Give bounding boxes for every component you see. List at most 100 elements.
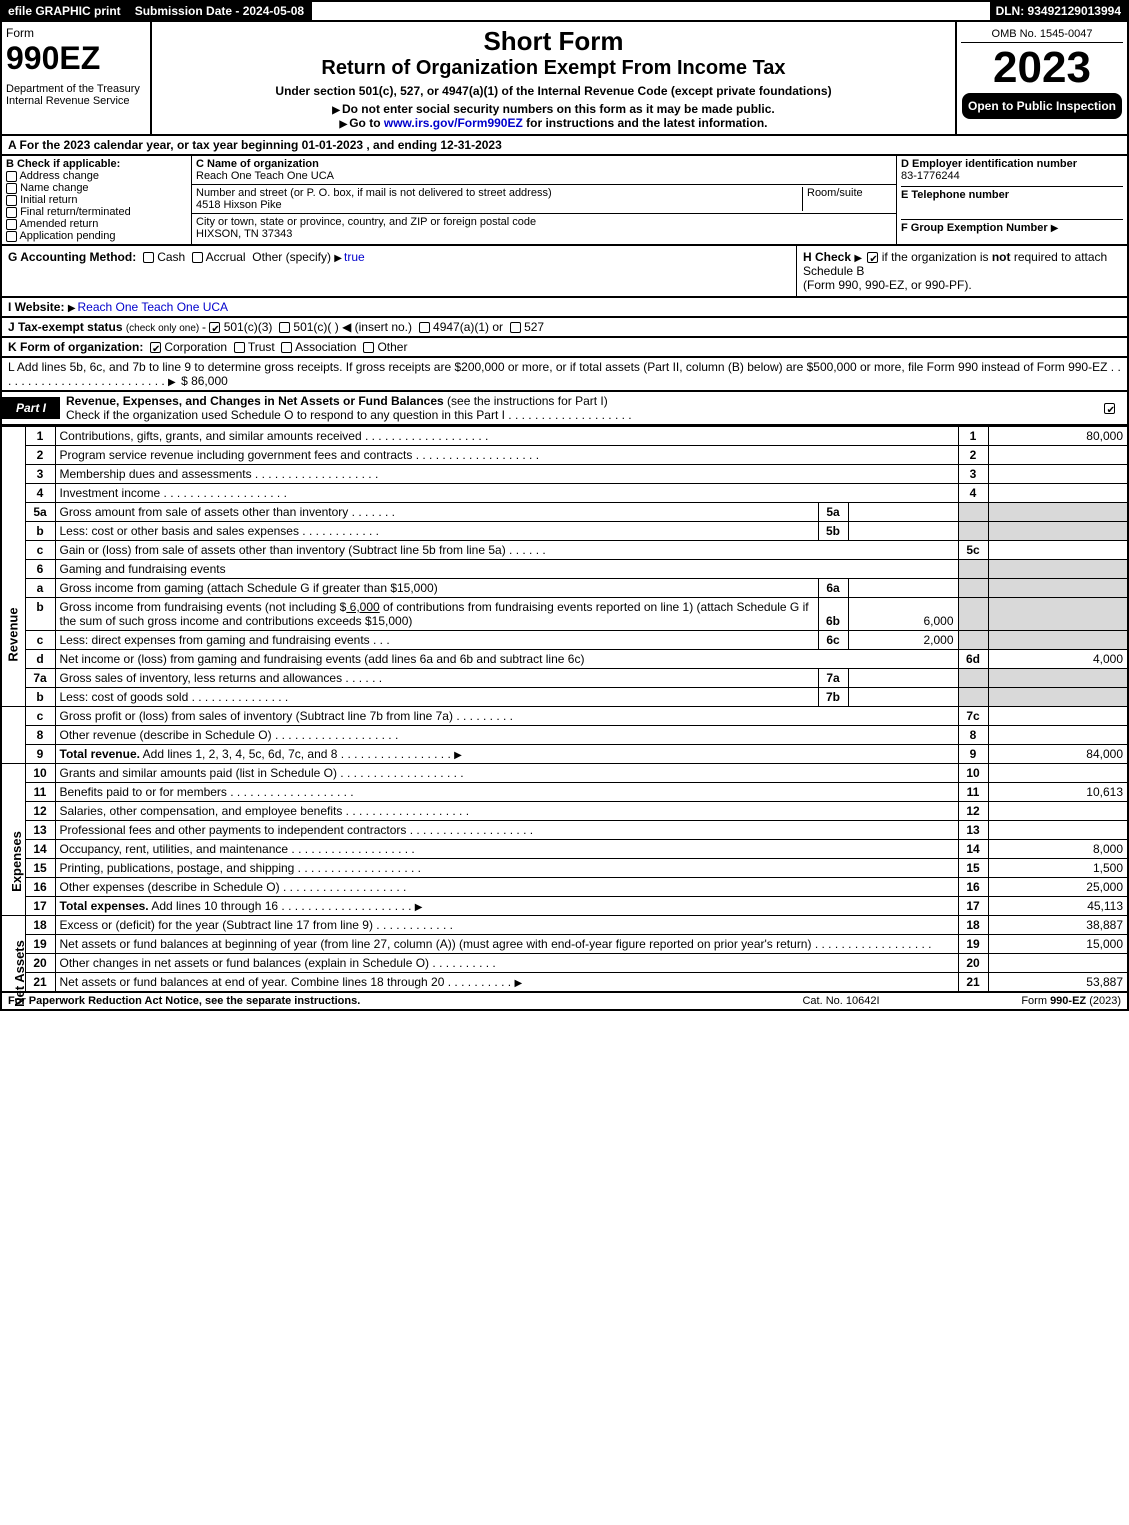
table-row: aGross income from gaming (attach Schedu… bbox=[1, 579, 1128, 598]
title-short-form: Short Form bbox=[156, 26, 951, 57]
section-de: D Employer identification number 83-1776… bbox=[897, 156, 1127, 244]
table-row: 9Total revenue. Total revenue. Add lines… bbox=[1, 745, 1128, 764]
table-row: 7aGross sales of inventory, less returns… bbox=[1, 669, 1128, 688]
table-row: cGain or (loss) from sale of assets othe… bbox=[1, 541, 1128, 560]
footer-right: Form 990-EZ (2023) bbox=[941, 995, 1121, 1007]
gross-receipts: $ 86,000 bbox=[181, 374, 228, 388]
table-row: 19Net assets or fund balances at beginni… bbox=[1, 935, 1128, 954]
table-row: 6Gaming and fundraising events bbox=[1, 560, 1128, 579]
tax-year: 2023 bbox=[961, 43, 1123, 93]
accounting-other-link[interactable]: true bbox=[344, 250, 365, 264]
org-name: Reach One Teach One UCA bbox=[196, 170, 334, 182]
table-row: 13Professional fees and other payments t… bbox=[1, 821, 1128, 840]
table-row: 16Other expenses (describe in Schedule O… bbox=[1, 878, 1128, 897]
section-gh: G Accounting Method: Cash Accrual Other … bbox=[0, 246, 1129, 298]
expenses-label: Expenses bbox=[9, 831, 24, 892]
checkbox-501c[interactable] bbox=[279, 322, 290, 333]
checkbox-name-change[interactable] bbox=[6, 183, 17, 194]
table-row: 17Total expenses. Add lines 10 through 1… bbox=[1, 897, 1128, 916]
line18-value: 38,887 bbox=[988, 916, 1128, 935]
dln: DLN: 93492129013994 bbox=[990, 2, 1127, 20]
table-row: bGross income from fundraising events (n… bbox=[1, 598, 1128, 631]
form-header: Form 990EZ Department of the Treasury In… bbox=[0, 22, 1129, 136]
form-word: Form bbox=[6, 26, 146, 40]
efile-print[interactable]: efile GRAPHIC print bbox=[2, 2, 129, 20]
table-row: Net Assets 18Excess or (deficit) for the… bbox=[1, 916, 1128, 935]
table-row: 15Printing, publications, postage, and s… bbox=[1, 859, 1128, 878]
table-row: dNet income or (loss) from gaming and fu… bbox=[1, 650, 1128, 669]
section-a: A For the 2023 calendar year, or tax yea… bbox=[0, 136, 1129, 156]
footer-catno: Cat. No. 10642I bbox=[741, 995, 941, 1007]
table-row: 12Salaries, other compensation, and empl… bbox=[1, 802, 1128, 821]
top-bar: efile GRAPHIC print Submission Date - 20… bbox=[0, 0, 1129, 22]
dept-treasury: Department of the Treasury bbox=[6, 83, 146, 95]
org-city: HIXSON, TN 37343 bbox=[196, 228, 292, 240]
footer-left: For Paperwork Reduction Act Notice, see … bbox=[8, 995, 741, 1007]
checkbox-other-org[interactable] bbox=[363, 342, 374, 353]
checkbox-amended[interactable] bbox=[6, 219, 17, 230]
line17-value: 45,113 bbox=[988, 897, 1128, 916]
omb-number: OMB No. 1545-0047 bbox=[961, 26, 1123, 43]
netassets-label: Net Assets bbox=[12, 940, 27, 1007]
submission-date: Submission Date - 2024-05-08 bbox=[129, 2, 312, 20]
line19-value: 15,000 bbox=[988, 935, 1128, 954]
section-j: J Tax-exempt status (check only one) - 5… bbox=[0, 318, 1129, 338]
irs-link[interactable]: www.irs.gov/Form990EZ bbox=[384, 116, 523, 130]
checkbox-initial-return[interactable] bbox=[6, 195, 17, 206]
subtitle-ssn: Do not enter social security numbers on … bbox=[156, 102, 951, 116]
table-row: cLess: direct expenses from gaming and f… bbox=[1, 631, 1128, 650]
table-row: 21Net assets or fund balances at end of … bbox=[1, 973, 1128, 993]
line1-value: 80,000 bbox=[988, 427, 1128, 446]
table-row: bLess: cost of goods sold . . . . . . . … bbox=[1, 688, 1128, 707]
line6b-value: 6,000 bbox=[848, 598, 958, 631]
table-row: 2Program service revenue including gover… bbox=[1, 446, 1128, 465]
line16-value: 25,000 bbox=[988, 878, 1128, 897]
section-bcde: B Check if applicable: Address change Na… bbox=[0, 156, 1129, 246]
checkbox-final-return[interactable] bbox=[6, 207, 17, 218]
checkbox-cash[interactable] bbox=[143, 252, 154, 263]
part1-label: Part I bbox=[2, 397, 60, 419]
checkbox-address-change[interactable] bbox=[6, 171, 17, 182]
section-c: C Name of organizationReach One Teach On… bbox=[192, 156, 897, 244]
form-number: 990EZ bbox=[6, 40, 146, 77]
line14-value: 8,000 bbox=[988, 840, 1128, 859]
checkbox-501c3[interactable] bbox=[209, 322, 220, 333]
checkbox-schedule-o[interactable] bbox=[1104, 403, 1115, 414]
table-row: 11Benefits paid to or for members . . . … bbox=[1, 783, 1128, 802]
revenue-label: Revenue bbox=[6, 607, 21, 661]
line6d-value: 4,000 bbox=[988, 650, 1128, 669]
table-row: Revenue 1Contributions, gifts, grants, a… bbox=[1, 427, 1128, 446]
table-row: 3Membership dues and assessments . . . .… bbox=[1, 465, 1128, 484]
checkbox-4947[interactable] bbox=[419, 322, 430, 333]
line21-value: 53,887 bbox=[988, 973, 1128, 993]
table-row: 8Other revenue (describe in Schedule O) … bbox=[1, 726, 1128, 745]
section-b: B Check if applicable: Address change Na… bbox=[2, 156, 192, 244]
subtitle-goto: Go to www.irs.gov/Form990EZ for instruct… bbox=[156, 116, 951, 130]
section-i: I Website: Reach One Teach One UCA bbox=[0, 298, 1129, 318]
part1-header: Part I Revenue, Expenses, and Changes in… bbox=[0, 392, 1129, 426]
page-footer: For Paperwork Reduction Act Notice, see … bbox=[0, 993, 1129, 1011]
checkbox-corp[interactable] bbox=[150, 342, 161, 353]
checkbox-accrual[interactable] bbox=[192, 252, 203, 263]
table-row: 4Investment income . . . . . . . . . . .… bbox=[1, 484, 1128, 503]
checkbox-trust[interactable] bbox=[234, 342, 245, 353]
line6c-value: 2,000 bbox=[848, 631, 958, 650]
checkbox-h[interactable] bbox=[867, 252, 878, 263]
section-g: G Accounting Method: Cash Accrual Other … bbox=[2, 246, 797, 296]
checkbox-pending[interactable] bbox=[6, 231, 17, 242]
section-k: K Form of organization: Corporation Trus… bbox=[0, 338, 1129, 358]
title-return: Return of Organization Exempt From Incom… bbox=[156, 57, 951, 80]
checkbox-assoc[interactable] bbox=[281, 342, 292, 353]
subtitle-section: Under section 501(c), 527, or 4947(a)(1)… bbox=[156, 84, 951, 98]
line11-value: 10,613 bbox=[988, 783, 1128, 802]
line15-value: 1,500 bbox=[988, 859, 1128, 878]
table-row: 14Occupancy, rent, utilities, and mainte… bbox=[1, 840, 1128, 859]
checkbox-527[interactable] bbox=[510, 322, 521, 333]
open-public-inspection: Open to Public Inspection bbox=[962, 93, 1122, 119]
section-l: L Add lines 5b, 6c, and 7b to line 9 to … bbox=[0, 358, 1129, 392]
table-row: bLess: cost or other basis and sales exp… bbox=[1, 522, 1128, 541]
irs-label: Internal Revenue Service bbox=[6, 95, 146, 107]
website-link[interactable]: Reach One Teach One UCA bbox=[78, 300, 229, 314]
table-row: 5aGross amount from sale of assets other… bbox=[1, 503, 1128, 522]
org-address: 4518 Hixson Pike bbox=[196, 199, 282, 211]
